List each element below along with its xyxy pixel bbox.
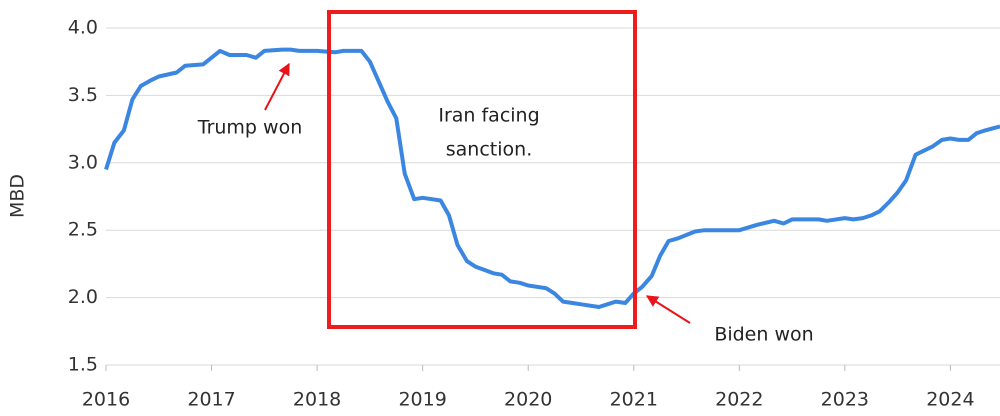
annotation: Iran facing (438, 105, 539, 127)
y-tick-label: 3.5 (68, 84, 98, 106)
highlight-box (327, 10, 637, 329)
x-tick-label: 2020 (504, 389, 552, 411)
data-line (104, 47, 1000, 309)
x-tick-label: 2022 (715, 389, 763, 411)
annotation: Trump won (197, 117, 302, 139)
x-tick-label: 2016 (82, 389, 130, 411)
x-tick-label: 2019 (398, 389, 446, 411)
y-tick-label: 4.0 (68, 17, 98, 39)
annotation-arrow (645, 295, 691, 324)
annotation: Biden won (714, 324, 813, 346)
x-tick-label: 2024 (926, 389, 974, 411)
x-tick-label: 2017 (187, 389, 235, 411)
y-tick-label: 3.0 (68, 151, 98, 173)
x-tick-label: 2018 (293, 389, 341, 411)
annotation: sanction. (446, 139, 532, 161)
y-axis-label: MBD (7, 174, 29, 218)
x-tick-label: 2021 (610, 389, 658, 411)
y-tick-label: 2.5 (68, 219, 98, 241)
x-tick-label: 2023 (821, 389, 869, 411)
annotation-arrow (264, 62, 290, 111)
y-tick-label: 1.5 (68, 354, 98, 376)
y-tick-label: 2.0 (68, 286, 98, 308)
